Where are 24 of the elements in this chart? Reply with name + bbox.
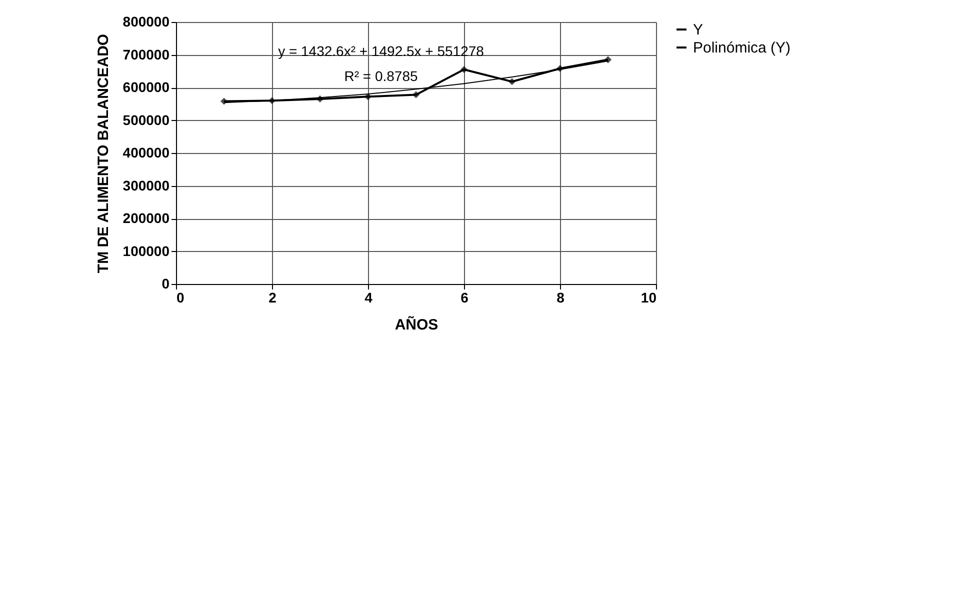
y-tick-label: 200000: [122, 210, 170, 226]
point: [412, 91, 420, 98]
y-tick-label: 100000: [122, 242, 170, 259]
x-axis-title: AÑOS: [394, 316, 438, 334]
y-tick-label: 300000: [122, 177, 170, 194]
x-tick-label: 6: [460, 290, 469, 306]
x-tick-label: 8: [556, 290, 565, 306]
y-tick-label: 500000: [122, 112, 170, 128]
x-tick-label: 0: [176, 290, 184, 306]
x-tick-label: 10: [640, 290, 657, 306]
y-tick-label: 800000: [122, 14, 170, 30]
y-tick-label: 700000: [122, 46, 170, 62]
point: [604, 56, 612, 64]
y-tick-label: 400000: [122, 144, 170, 160]
point: [364, 93, 372, 100]
y-tick-label: 0: [162, 276, 170, 292]
point: [460, 66, 468, 74]
legend-label: Y: [693, 22, 704, 38]
y-axis-title: TM DE ALIMENTO BALANCEADO: [94, 34, 112, 274]
x-tick-label: 2: [268, 290, 277, 306]
legend-label: Polinómica (Y): [693, 40, 791, 56]
y-tick-label: 600000: [122, 79, 170, 95]
point: [508, 78, 516, 86]
x-tick-label: 4: [364, 290, 373, 306]
